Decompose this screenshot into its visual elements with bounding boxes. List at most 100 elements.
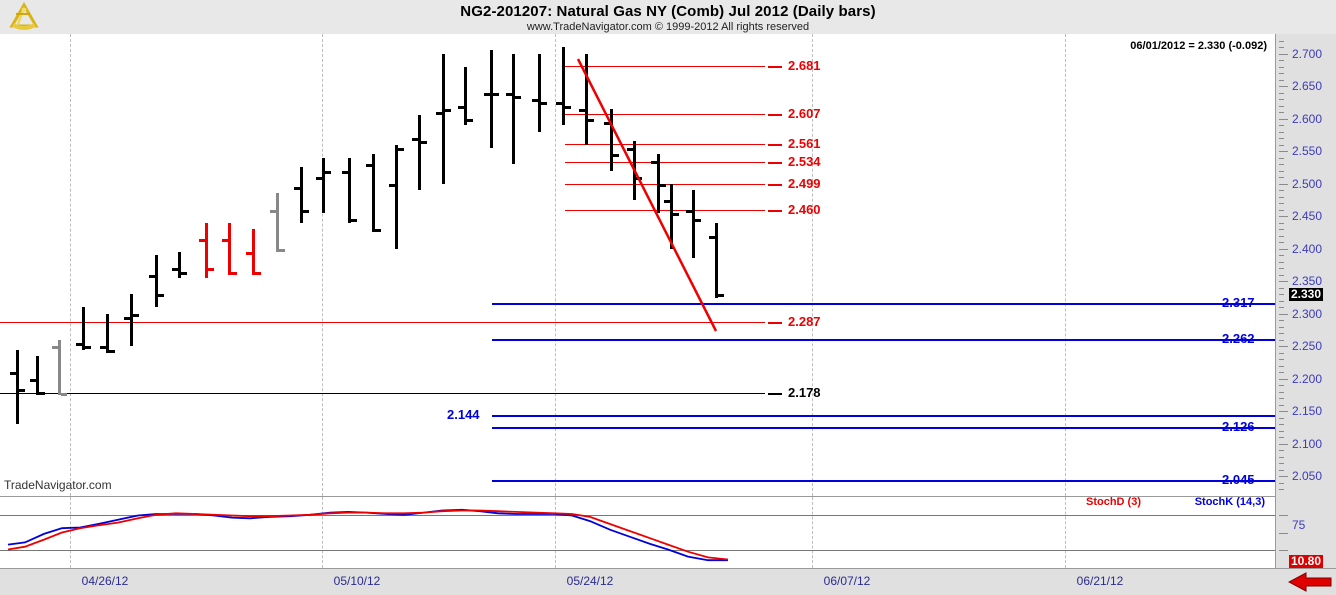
ohlc-bar[interactable] (538, 53, 541, 132)
ohlc-bar[interactable] (252, 229, 255, 275)
price-pane[interactable]: 06/01/2012 = 2.330 (-0.092) 2.681 2.607 2.… (0, 34, 1276, 497)
price-axis-minor-tick (1279, 450, 1284, 452)
bar-open-tick (709, 235, 715, 239)
date-axis-label: 05/10/12 (333, 574, 381, 588)
price-axis-minor-tick (1279, 352, 1284, 354)
bar-open-tick (436, 112, 442, 116)
price-axis-label: 2.550 (1292, 144, 1323, 159)
ohlc-bar[interactable] (562, 47, 565, 126)
ohlc-bar[interactable] (130, 294, 133, 347)
level-line-2.460[interactable] (565, 209, 765, 211)
ohlc-bar[interactable] (610, 108, 613, 171)
level-dash-2.561 (768, 143, 782, 146)
stochastic-pane[interactable]: StochD (3) StochK (14,3) (0, 496, 1276, 569)
price-axis-minor-tick (1279, 274, 1284, 276)
price-axis-minor-tick (1279, 196, 1284, 198)
price-axis-tick (1279, 378, 1288, 380)
level-line-2.126[interactable] (492, 427, 1275, 430)
level-line-2.287[interactable] (0, 322, 765, 324)
ohlc-bar[interactable] (300, 167, 303, 223)
level-line-2.681[interactable] (565, 65, 765, 67)
bar-close-tick (613, 154, 619, 158)
level-dash-2.499 (768, 184, 782, 187)
price-axis[interactable]: 2.700 2.650 2.600 2.550 2.500 2.450 2.400 2.350… (1275, 34, 1336, 569)
ohlc-bar[interactable] (442, 53, 445, 184)
ohlc-bar[interactable] (228, 222, 231, 275)
bar-close-tick (541, 102, 547, 106)
price-axis-minor-tick (1279, 235, 1284, 237)
price-axis-minor-tick (1279, 112, 1284, 114)
bar-close-tick (325, 170, 331, 174)
bar-open-tick (389, 183, 395, 187)
ohlc-bar[interactable] (155, 255, 158, 308)
level-line-2.178[interactable] (0, 393, 765, 395)
ohlc-bar[interactable] (490, 50, 493, 148)
quote-readout: 06/01/2012 = 2.330 (-0.092) (1130, 40, 1267, 52)
price-axis-minor-tick (1279, 60, 1284, 62)
bar-close-tick (660, 183, 666, 187)
level-line-2.144[interactable] (492, 415, 1275, 418)
bar-open-tick (532, 99, 538, 103)
ohlc-bar[interactable] (205, 222, 208, 278)
bar-open-tick (10, 372, 16, 376)
price-axis-tick (1279, 476, 1288, 478)
price-axis-minor-tick (1279, 190, 1284, 192)
price-axis-minor-tick (1279, 339, 1284, 341)
bar-close-tick (85, 346, 91, 350)
ohlc-bar[interactable] (715, 222, 718, 298)
ohlc-bar[interactable] (372, 154, 375, 233)
page-title: NG2-201207: Natural Gas NY (Comb) Jul 20… (460, 3, 876, 20)
ohlc-bar[interactable] (670, 183, 673, 249)
bar-open-tick (270, 209, 276, 213)
stoch-axis-tick (1279, 550, 1288, 552)
ohlc-bar[interactable] (692, 190, 695, 259)
price-axis-minor-tick (1279, 73, 1284, 75)
level-label-2.045: 2.045 (1222, 471, 1255, 487)
level-line-2.262[interactable] (492, 338, 1275, 341)
date-axis[interactable]: 04/26/12 05/10/12 05/24/12 06/07/12 06/21/12 (0, 568, 1336, 595)
bar-open-tick (76, 343, 82, 347)
ohlc-bar[interactable] (633, 141, 636, 200)
ohlc-bar[interactable] (82, 307, 85, 350)
ohlc-bar[interactable] (178, 251, 181, 278)
scroll-left-arrow[interactable] (1288, 572, 1332, 592)
level-line-2.045[interactable] (492, 479, 1275, 482)
bar-open-tick (30, 378, 36, 382)
level-line-2.561[interactable] (565, 143, 765, 145)
price-axis-minor-tick (1279, 40, 1284, 42)
ohlc-bar[interactable] (36, 356, 39, 396)
ohlc-bar[interactable] (58, 339, 61, 396)
level-label-2.178: 2.178 (788, 385, 821, 401)
ohlc-bar[interactable] (322, 157, 325, 213)
level-line-2.607[interactable] (565, 114, 765, 116)
level-label-2.287: 2.287 (788, 314, 821, 330)
price-axis-label: 2.300 (1292, 306, 1323, 321)
ohlc-bar[interactable] (464, 66, 467, 126)
price-axis-minor-tick (1279, 294, 1284, 296)
price-axis-minor-tick (1279, 372, 1284, 374)
price-axis-minor-tick (1279, 255, 1284, 257)
ohlc-bar[interactable] (418, 115, 421, 191)
price-gridline-4 (1065, 34, 1066, 496)
ohlc-bar[interactable] (276, 193, 279, 252)
price-axis-tick (1279, 346, 1288, 348)
ohlc-bar[interactable] (16, 349, 19, 425)
ohlc-bar[interactable] (512, 53, 515, 165)
date-axis-label: 06/21/12 (1076, 574, 1124, 588)
ohlc-bar[interactable] (585, 53, 588, 145)
level-label-2.144: 2.144 (447, 407, 480, 423)
price-axis-minor-tick (1279, 359, 1284, 361)
price-axis-minor-tick (1279, 398, 1284, 400)
ohlc-bar[interactable] (395, 144, 398, 249)
ohlc-bar[interactable] (348, 157, 351, 223)
level-line-2.534[interactable] (565, 161, 765, 163)
sextant-logo (9, 2, 39, 30)
bar-open-tick (664, 199, 670, 203)
price-axis-minor-tick (1279, 463, 1284, 465)
price-axis-minor-tick (1279, 157, 1284, 159)
level-label-2.561: 2.561 (788, 135, 821, 151)
ohlc-bar[interactable] (106, 313, 109, 353)
level-line-2.317[interactable] (492, 302, 1275, 305)
bar-open-tick (506, 92, 512, 96)
